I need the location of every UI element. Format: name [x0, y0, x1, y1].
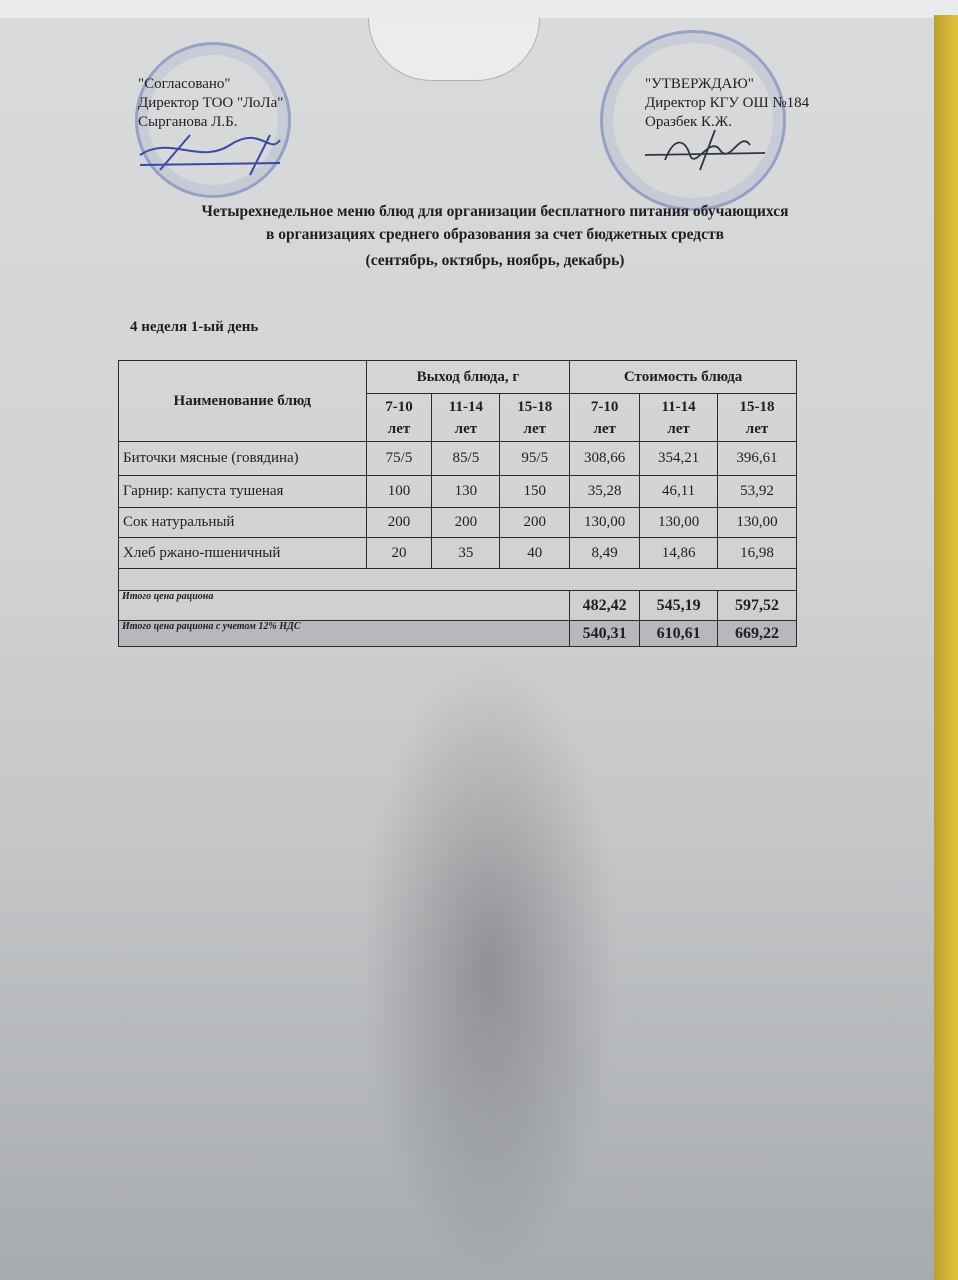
vat-total-value: 610,61	[639, 620, 719, 647]
output-cell: 200	[499, 507, 571, 538]
cost-cell: 35,28	[569, 475, 641, 508]
vat-total-row: Итого цена рациона с учетом 12% НДС 540,…	[117, 620, 797, 647]
vat-total-label: Итого цена рациона с учетом 12% НДС	[117, 620, 571, 647]
header-name: Наименование блюд	[118, 360, 367, 442]
table-row: Хлеб ржано-пшеничный 20 35 40 8,49 14,86 16,98	[118, 537, 797, 569]
stamp-right	[600, 30, 786, 211]
age-group-header: 15-18 лет	[717, 393, 797, 442]
cost-cell: 8,49	[569, 537, 641, 569]
cost-cell: 396,61	[717, 441, 797, 476]
total-value: 597,52	[717, 590, 797, 621]
header-output: Выход блюда, г	[365, 360, 571, 394]
approval-left-line1: "Согласовано"	[138, 76, 231, 92]
approval-left-line2: Директор ТОО "ЛоЛа"	[138, 95, 284, 111]
age-group-header: 11-14 лет	[639, 393, 719, 442]
approval-right-line3: Оразбек К.Ж.	[645, 114, 732, 130]
output-cell: 200	[365, 507, 433, 538]
output-cell: 85/5	[431, 441, 501, 476]
cost-cell: 130,00	[639, 507, 719, 538]
week-label: 4 неделя 1-ый день	[130, 319, 259, 335]
total-value: 482,42	[569, 590, 641, 621]
output-cell: 75/5	[365, 441, 433, 476]
age-group-header: 7-10 лет	[569, 393, 641, 442]
approval-right: "УТВЕРЖДАЮ" Директор КГУ ОШ №184 Оразбек…	[645, 75, 809, 132]
approval-right-line2: Директор КГУ ОШ №184	[645, 95, 810, 111]
total-row: Итого цена рациона 482,42 545,19 597,52	[117, 590, 797, 621]
empty-row	[118, 568, 797, 591]
cost-cell: 46,11	[639, 475, 719, 508]
table-row: Биточки мясные (говядина) 75/5 85/5 95/5 308…	[118, 441, 797, 476]
header-cost: Стоимость блюда	[569, 360, 797, 394]
stamp-left	[135, 42, 291, 198]
dish-name: Сок натуральный	[118, 507, 367, 538]
total-label: Итого цена рациона	[117, 590, 571, 621]
sleeve-notch	[368, 18, 540, 81]
cost-cell: 14,86	[639, 537, 719, 569]
title-line1: Четырехнедельное меню блюд для организац…	[201, 203, 789, 220]
approval-left: "Согласовано" Директор ТОО "ЛоЛа" Сырган…	[138, 75, 283, 132]
cost-cell: 53,92	[717, 475, 797, 508]
output-cell: 20	[365, 537, 433, 569]
age-group-header: 11-14 лет	[431, 393, 501, 442]
output-cell: 200	[431, 507, 501, 538]
vat-total-value: 669,22	[717, 620, 797, 647]
output-cell: 130	[431, 475, 501, 508]
cost-cell: 130,00	[717, 507, 797, 538]
output-cell: 35	[431, 537, 501, 569]
age-group-header: 15-18 лет	[499, 393, 571, 442]
age-group-header: 7-10 лет	[365, 393, 433, 442]
menu-table: Наименование блюд Выход блюда, г Стоимос…	[117, 360, 797, 647]
cost-cell: 130,00	[569, 507, 641, 538]
signature-right	[644, 129, 766, 171]
cost-cell: 16,98	[717, 537, 797, 569]
output-cell: 95/5	[499, 441, 571, 476]
total-value: 545,19	[639, 590, 719, 621]
dish-name: Гарнир: капуста тушеная	[118, 475, 367, 508]
yellow-frame-edge	[934, 15, 958, 1280]
output-cell: 150	[499, 475, 571, 508]
output-cell: 40	[499, 537, 571, 569]
background-top	[0, 0, 958, 22]
signature-left	[139, 134, 281, 176]
document-sheet	[0, 18, 934, 1280]
title-line3: (сентябрь, октябрь, ноябрь, декабрь)	[365, 252, 625, 269]
approval-right-line1: "УТВЕРЖДАЮ"	[645, 76, 754, 92]
reflection-shadow	[360, 650, 620, 1280]
table-row: Гарнир: капуста тушеная 100 130 150 35,28 46,…	[118, 475, 797, 508]
cost-cell: 354,21	[639, 441, 719, 476]
output-cell: 100	[365, 475, 433, 508]
title-line2: в организациях среднего образования за с…	[266, 226, 724, 243]
dish-name: Хлеб ржано-пшеничный	[118, 537, 367, 569]
cost-cell: 308,66	[569, 441, 641, 476]
approval-left-line3: Сырганова Л.Б.	[138, 114, 238, 130]
vat-total-value: 540,31	[569, 620, 641, 647]
dish-name: Биточки мясные (говядина)	[118, 441, 367, 476]
table-row: Сок натуральный 200 200 200 130,00 130,00 130,…	[118, 507, 797, 538]
